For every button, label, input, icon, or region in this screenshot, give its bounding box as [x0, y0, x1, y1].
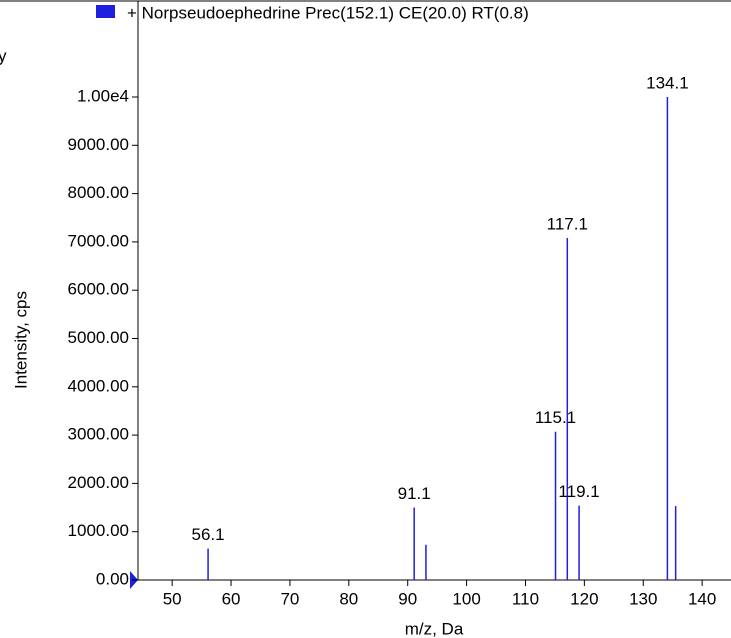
y-tick-label: 6000.00 — [68, 280, 129, 299]
corner-text: y — [0, 46, 7, 65]
peak-label: 117.1 — [547, 215, 588, 234]
y-tick-label: 2000.00 — [68, 473, 129, 492]
x-tick-label: 110 — [512, 589, 539, 608]
y-tick-label: 7000.00 — [68, 231, 129, 250]
peak-label: 134.1 — [646, 73, 689, 92]
x-tick-label: 50 — [163, 589, 182, 608]
y-tick-label: 3000.00 — [68, 425, 129, 444]
peak-label: 115.1 — [535, 408, 576, 427]
y-tick-label: 5000.00 — [68, 328, 129, 347]
peak-label: 119.1 — [558, 482, 599, 501]
y-axis-label: Intensity, cps — [11, 291, 30, 389]
y-tick-label: 1.00e4 — [77, 86, 129, 105]
y-tick-label: 4000.00 — [68, 376, 129, 395]
x-tick-label: 100 — [452, 589, 480, 608]
x-tick-label: 140 — [688, 589, 716, 608]
x-tick-label: 60 — [222, 589, 241, 608]
x-tick-label: 80 — [339, 589, 358, 608]
x-tick-label: 130 — [629, 589, 657, 608]
legend-label: + Norpseudoephedrine Prec(152.1) CE(20.0… — [127, 3, 529, 22]
peak-label: 56.1 — [192, 525, 225, 544]
y-tick-label: 9000.00 — [68, 135, 129, 154]
x-tick-label: 70 — [280, 589, 299, 608]
x-tick-label: 120 — [570, 589, 598, 608]
y-tick-label: 1000.00 — [68, 521, 129, 540]
x-axis-label: m/z, Da — [405, 619, 464, 638]
legend-swatch — [96, 5, 115, 18]
x-tick-label: 90 — [398, 589, 417, 608]
peak-label: 91.1 — [398, 484, 431, 503]
y-tick-label: 0.00 — [96, 569, 129, 588]
y-tick-label: 8000.00 — [68, 183, 129, 202]
